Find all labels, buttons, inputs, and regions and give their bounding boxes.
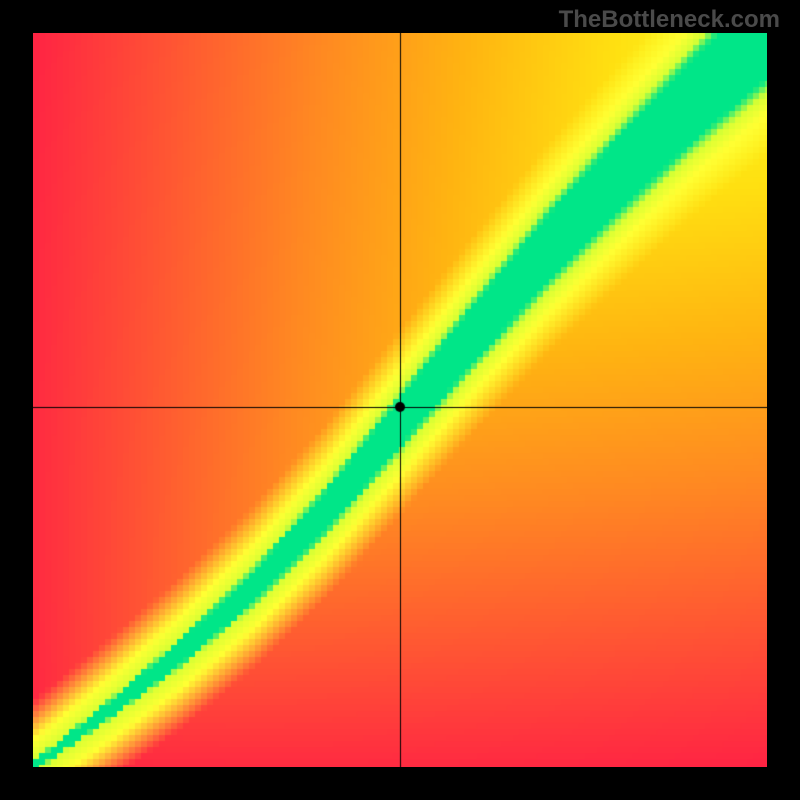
- bottleneck-heatmap: [33, 33, 767, 767]
- chart-container: TheBottleneck.com: [0, 0, 800, 800]
- watermark-text: TheBottleneck.com: [559, 6, 780, 34]
